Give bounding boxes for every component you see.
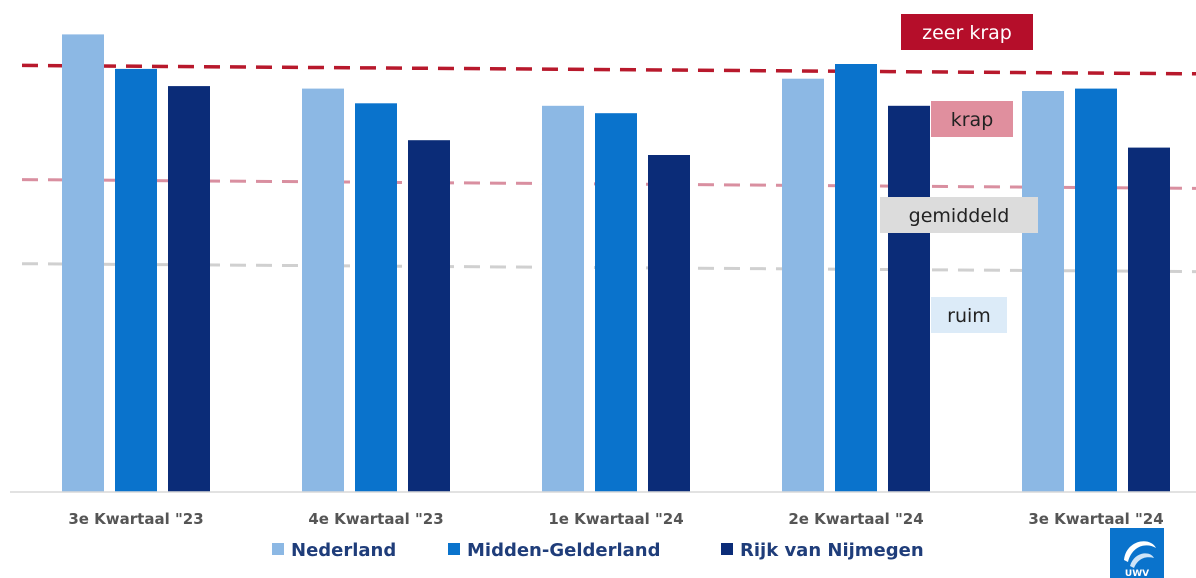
x-tick-label: 2e Kwartaal "24 — [788, 510, 923, 528]
x-axis-ticks: 3e Kwartaal "23 4e Kwartaal "23 1e Kwartaa… — [68, 510, 1163, 528]
bar-rijk-van-nijmegen-4 — [1128, 147, 1170, 492]
legend-label: Nederland — [291, 540, 396, 561]
legend: Nederland Midden-Gelderland Rijk van Nijme… — [272, 540, 924, 561]
bar-rijk-van-nijmegen-1 — [408, 140, 450, 492]
legend-swatch — [448, 543, 460, 555]
zone-label-text: krap — [951, 109, 994, 131]
bar-midden-gelderland-0 — [115, 68, 157, 493]
zone-label-box — [880, 197, 1038, 233]
zone-label-box — [931, 297, 1007, 333]
bar-nederland-2 — [542, 105, 584, 493]
zone-label-text: zeer krap — [922, 22, 1012, 44]
bar-rijk-van-nijmegen-0 — [168, 86, 210, 492]
zone-label-text: ruim — [947, 305, 991, 327]
bar-nederland-3 — [782, 78, 824, 492]
legend-swatch — [272, 543, 284, 555]
uwv-logo-text: UWV — [1125, 569, 1149, 578]
zone-label-box — [931, 101, 1013, 137]
bar-rijk-van-nijmegen-2 — [648, 155, 690, 492]
bar-nederland-0 — [62, 34, 104, 493]
bar-midden-gelderland-1 — [355, 103, 397, 493]
x-tick-label: 3e Kwartaal "23 — [68, 510, 203, 528]
legend-swatch — [721, 543, 733, 555]
bars — [62, 34, 1170, 493]
reference-line-zeer-krap — [21, 63, 1196, 76]
bar-nederland-1 — [302, 88, 344, 492]
legend-label: Rijk van Nijmegen — [740, 540, 924, 561]
x-tick-label: 4e Kwartaal "23 — [308, 510, 443, 528]
zone-label-text: gemiddeld — [909, 205, 1010, 227]
uwv-logo-icon: UWV — [1110, 528, 1164, 578]
bar-midden-gelderland-3 — [835, 64, 877, 492]
x-tick-label: 3e Kwartaal "24 — [1028, 510, 1163, 528]
x-tick-label: 1e Kwartaal "24 — [548, 510, 683, 528]
bar-nederland-4 — [1022, 91, 1064, 492]
legend-label: Midden-Gelderland — [467, 540, 660, 561]
bar-midden-gelderland-4 — [1075, 88, 1117, 492]
bar-rijk-van-nijmegen-3 — [888, 105, 930, 493]
zone-label-box — [901, 14, 1033, 50]
bar-midden-gelderland-2 — [595, 113, 637, 492]
zone-labels: zeer krap krap gemiddeld ruim — [880, 14, 1038, 333]
